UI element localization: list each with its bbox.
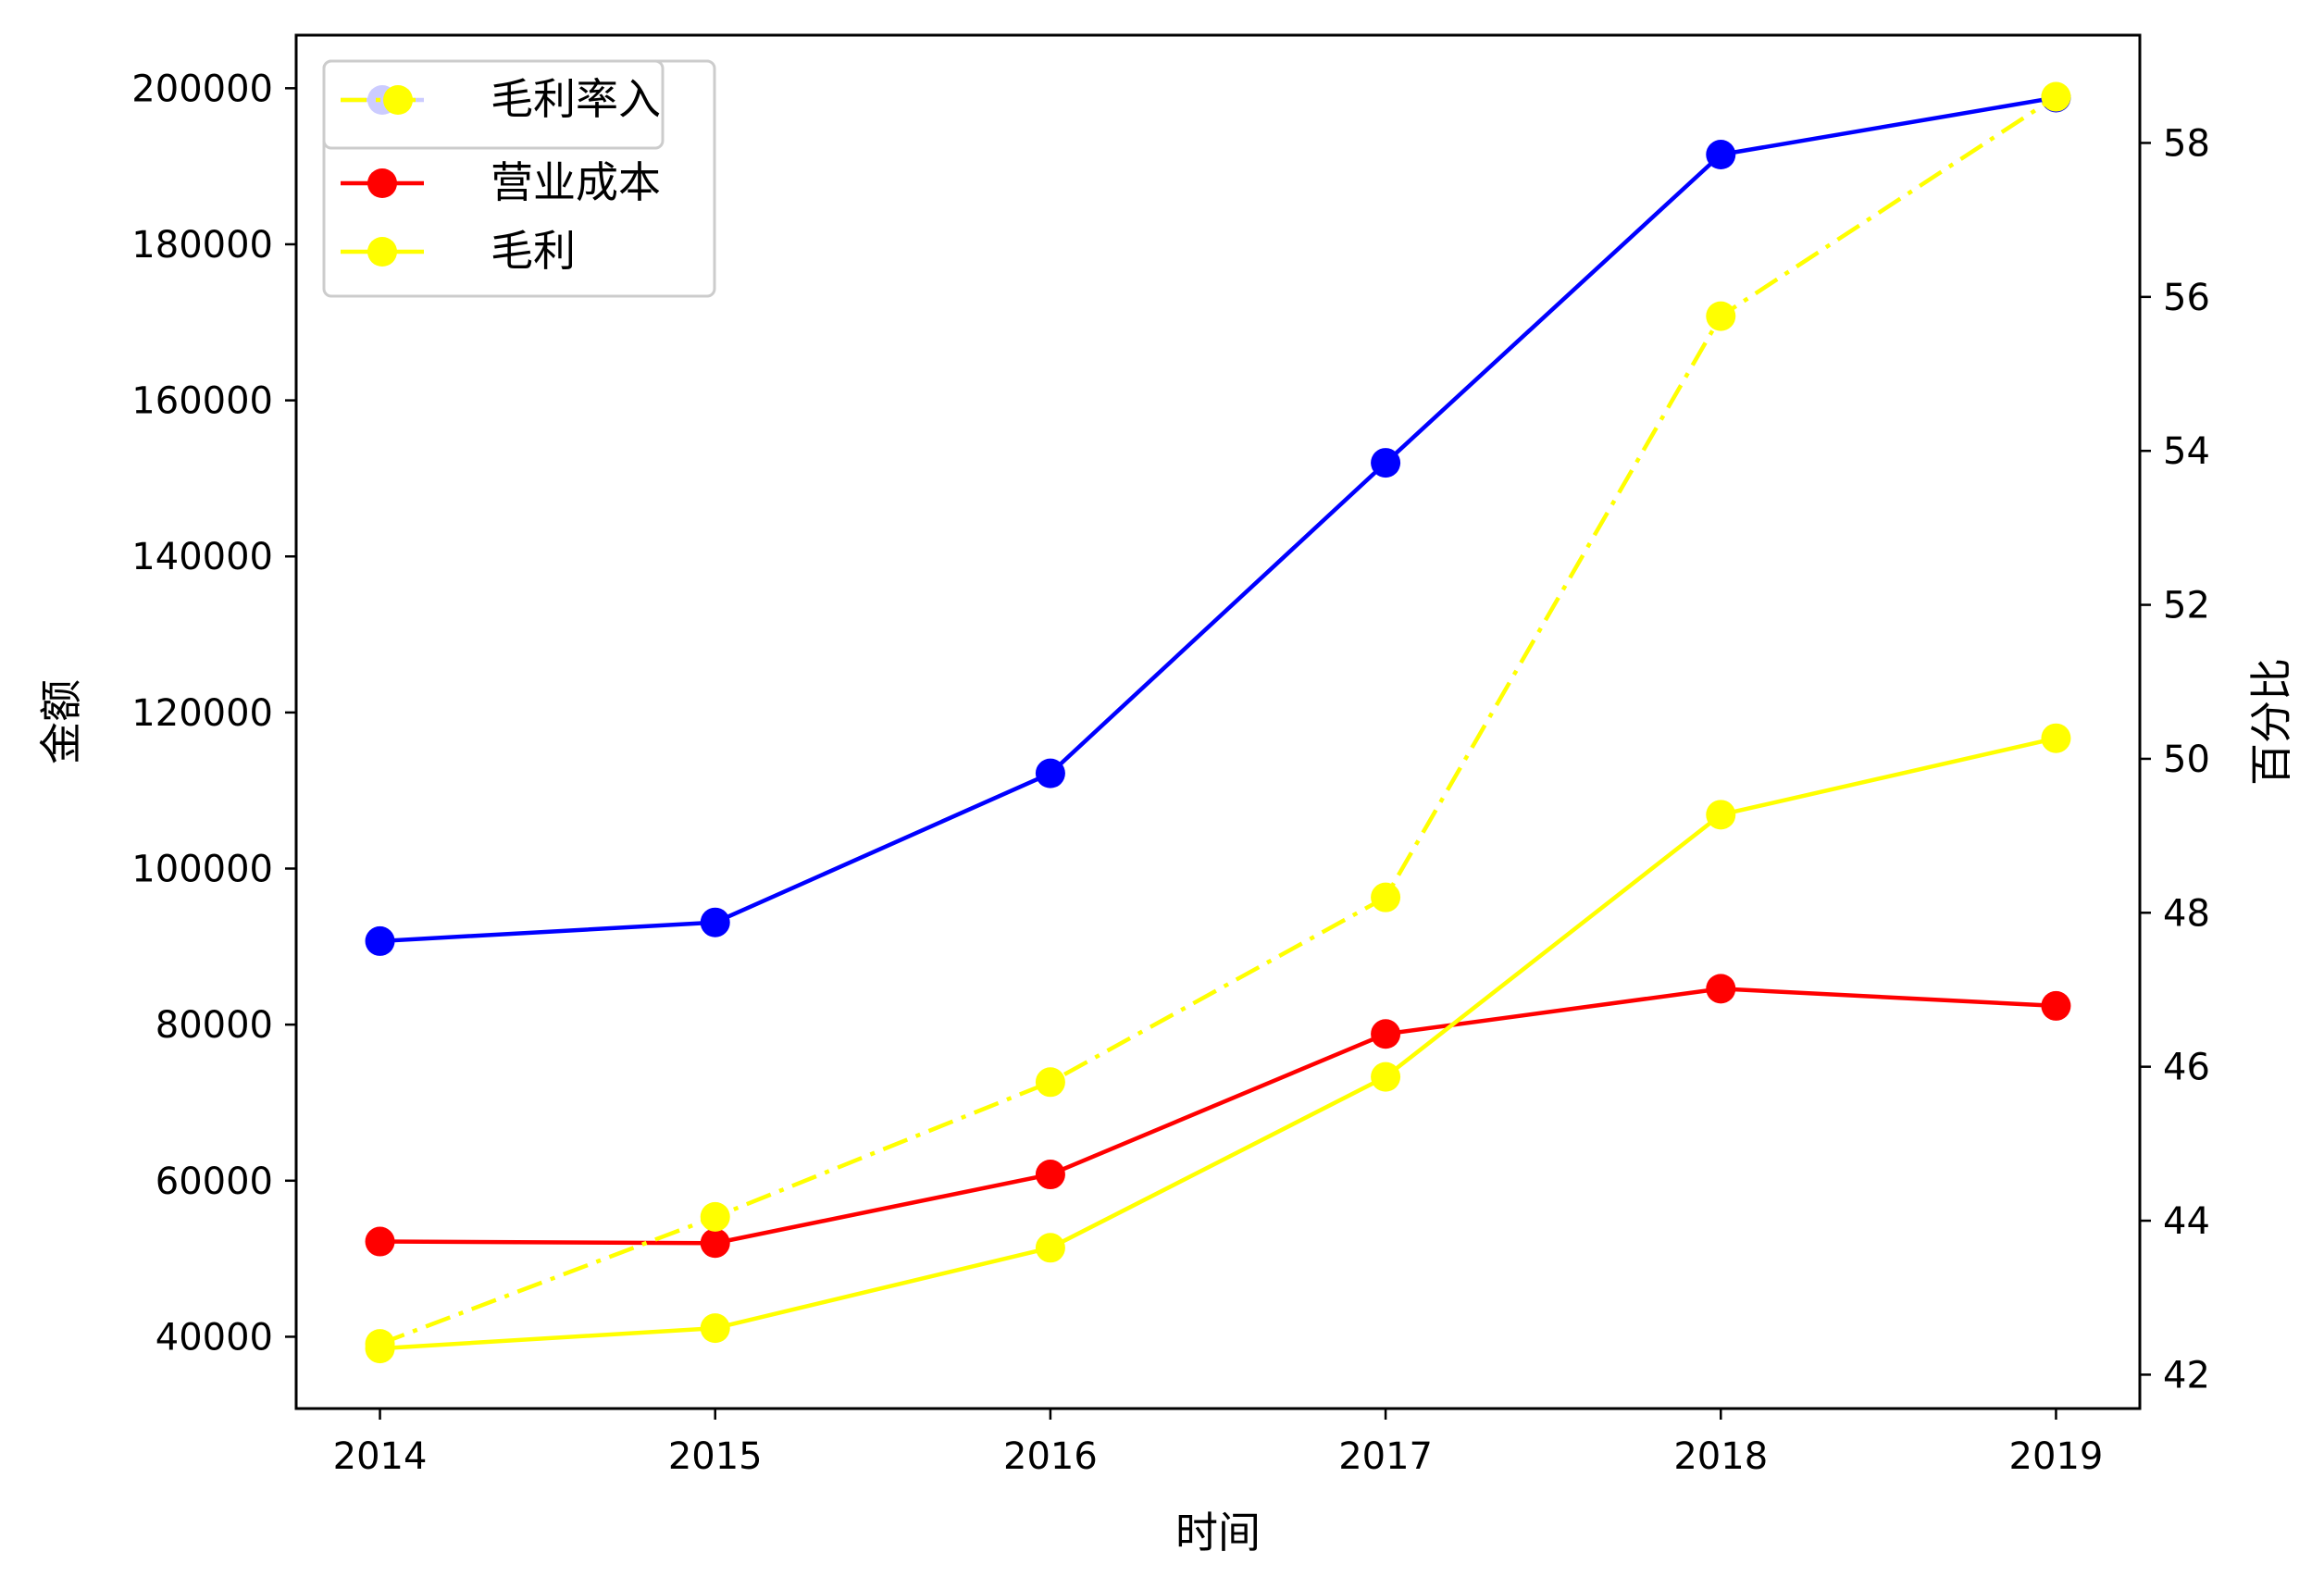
- data-point-0-2017: [1371, 448, 1401, 478]
- data-point-2-2017: [1371, 1061, 1401, 1092]
- data-point-1-2018: [1706, 974, 1736, 1004]
- y-right-tick-label-44: 44: [2163, 1200, 2210, 1243]
- y-right-tick-label-56: 56: [2163, 277, 2210, 319]
- data-point-1-2015: [700, 1228, 730, 1259]
- legend-label-2: 毛利: [491, 226, 576, 276]
- legend-secondary-handle-marker-0: [383, 85, 413, 115]
- y-left-tick-label-100000: 100000: [131, 849, 273, 891]
- x-tick-label-2018: 2018: [1673, 1435, 1768, 1478]
- x-tick-label-2019: 2019: [2009, 1435, 2104, 1478]
- series-line-3: [379, 94, 2057, 1347]
- y-left-tick-label-40000: 40000: [155, 1316, 273, 1359]
- data-point-0-2015: [700, 907, 730, 937]
- data-point-2-2015: [700, 1313, 730, 1344]
- legend-label-1: 营业成本: [491, 157, 661, 207]
- y-right-tick-label-48: 48: [2163, 892, 2210, 935]
- x-axis-label: 时间: [1175, 1508, 1261, 1558]
- data-point-3-2018: [1706, 301, 1736, 331]
- legend-handle-marker-1: [367, 168, 397, 198]
- y-right-axis-label: 百分比: [2246, 658, 2296, 786]
- data-point-2-2018: [1706, 800, 1736, 830]
- data-point-3-2014: [365, 1329, 395, 1359]
- series-line-2: [379, 736, 2057, 1351]
- y-right-tick-label-46: 46: [2163, 1047, 2210, 1089]
- y-left-tick-label-80000: 80000: [155, 1004, 273, 1047]
- data-point-2-2016: [1035, 1233, 1065, 1263]
- data-point-3-2016: [1035, 1067, 1065, 1098]
- y-left-tick-label-120000: 120000: [131, 692, 273, 735]
- plot-area: [365, 81, 2071, 1364]
- y-right-tick-label-54: 54: [2163, 430, 2210, 473]
- data-point-0-2018: [1706, 140, 1736, 170]
- data-point-2-2019: [2041, 723, 2071, 753]
- data-point-0-2016: [1035, 758, 1065, 788]
- data-point-1-2014: [365, 1226, 395, 1257]
- axes: 2014 2015 2016 2017 2018 2019 40000 60000 80000 1…: [36, 33, 2296, 1558]
- y-left-tick-label-160000: 160000: [131, 380, 273, 423]
- x-tick-label-2014: 2014: [333, 1435, 428, 1478]
- legend-box-secondary: [322, 59, 665, 150]
- y-right-tick-label-42: 42: [2163, 1354, 2210, 1397]
- series-line-0: [379, 95, 2057, 944]
- y-right-tick-label-52: 52: [2163, 585, 2210, 627]
- x-tick-label-2015: 2015: [668, 1435, 763, 1478]
- data-point-0-2014: [365, 925, 395, 956]
- y-left-tick-label-180000: 180000: [131, 224, 273, 267]
- legend-label-overlap: 毛利率入: [491, 74, 661, 124]
- data-point-3-2015: [700, 1201, 730, 1232]
- data-point-3-2019: [2041, 81, 2071, 112]
- plot-frame: [294, 33, 2142, 1410]
- data-point-1-2016: [1035, 1160, 1065, 1190]
- y-right-tick-label-50: 50: [2163, 739, 2210, 781]
- data-point-3-2017: [1371, 882, 1401, 912]
- y-left-tick-label-60000: 60000: [155, 1161, 273, 1203]
- y-left-axis-label: 金额: [36, 679, 86, 764]
- y-left-tick-label-140000: 140000: [131, 536, 273, 578]
- data-point-1-2017: [1371, 1019, 1401, 1049]
- legend-handle-marker-2: [367, 237, 397, 267]
- x-tick-label-2016: 2016: [1003, 1435, 1098, 1478]
- data-point-1-2019: [2041, 990, 2071, 1021]
- series-line-1: [379, 987, 2057, 1246]
- x-tick-label-2017: 2017: [1338, 1435, 1433, 1478]
- y-left-tick-label-200000: 200000: [131, 68, 273, 110]
- y-right-tick-label-58: 58: [2163, 122, 2210, 165]
